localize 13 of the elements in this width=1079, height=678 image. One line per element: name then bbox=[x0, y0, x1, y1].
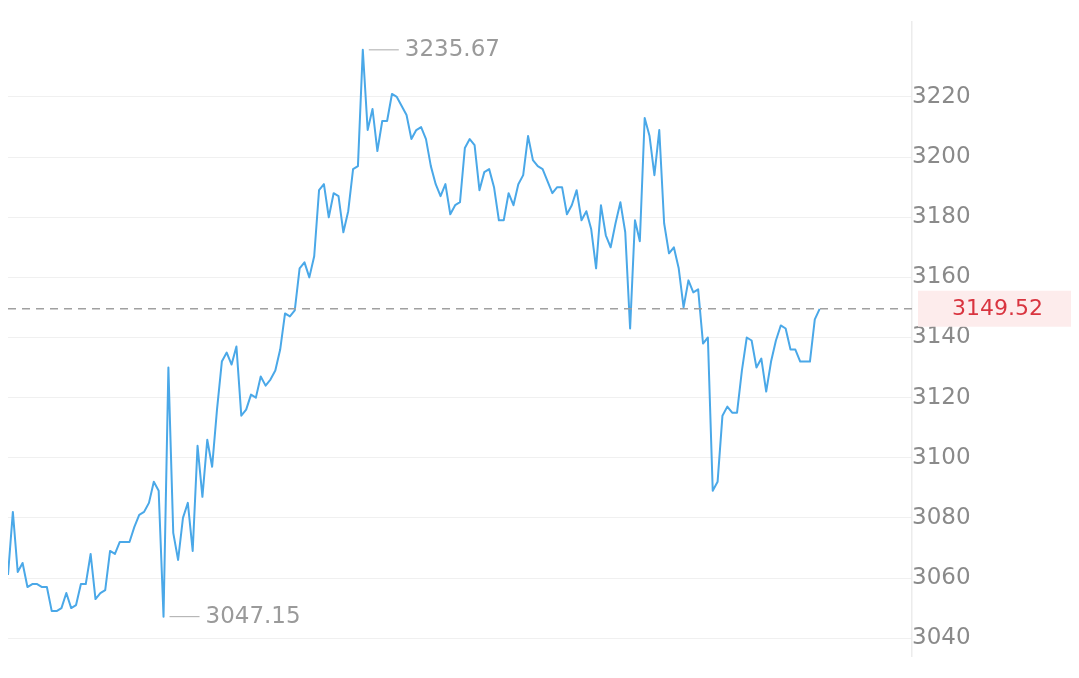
y-tick-label: 3140 bbox=[911, 322, 971, 349]
y-tick-label: 3100 bbox=[911, 442, 971, 469]
y-tick-label: 3120 bbox=[911, 382, 971, 409]
y-tick-label: 3060 bbox=[911, 563, 971, 589]
annotation: 3235.67 bbox=[404, 34, 500, 61]
ref-line-label: 3149.52 bbox=[952, 294, 1043, 320]
y-tick-label: 3200 bbox=[911, 142, 971, 169]
y-tick-label: 3040 bbox=[911, 623, 971, 650]
y-tick-label: 3220 bbox=[911, 81, 971, 108]
y-tick-label: 3080 bbox=[911, 502, 971, 529]
y-tick-label: 3160 bbox=[911, 262, 971, 289]
y-tick-label: 3180 bbox=[911, 202, 971, 229]
annotation: 3047.15 bbox=[205, 601, 301, 628]
